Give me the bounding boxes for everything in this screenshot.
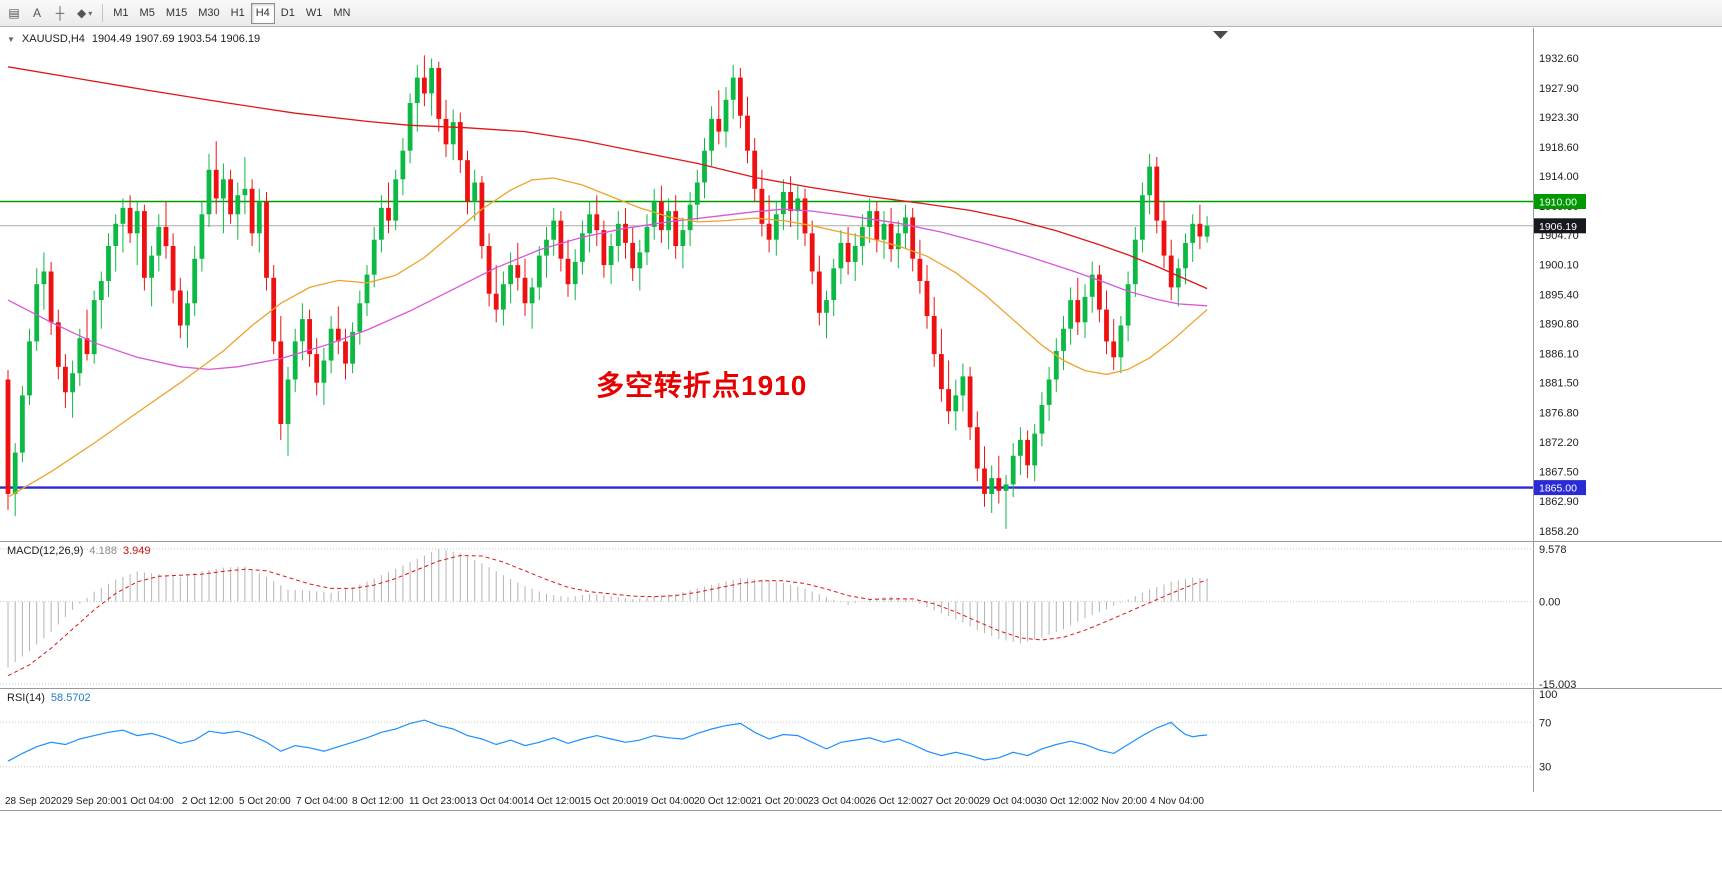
rsi-line <box>7 719 1208 762</box>
time-label: 30 Oct 12:00 <box>1036 796 1094 807</box>
svg-text:1927.90: 1927.90 <box>1539 83 1579 95</box>
crosshair-tool-icon[interactable]: ┼ <box>55 6 65 20</box>
rsi-value: 58.5702 <box>50 692 91 704</box>
ma-fast-orange <box>7 177 1208 498</box>
charts-bar-icon[interactable]: ▤ <box>8 6 20 20</box>
timeframe-m30-button[interactable]: M30 <box>198 7 220 19</box>
time-label: 2 Oct 12:00 <box>182 796 234 807</box>
price-badge-1865.00: 1865.00 <box>1534 480 1586 496</box>
chevron-down-icon: ▾ <box>88 8 93 18</box>
svg-text:1900.10: 1900.10 <box>1539 259 1579 271</box>
svg-text:1881.50: 1881.50 <box>1539 378 1579 390</box>
svg-text:1918.60: 1918.60 <box>1539 142 1579 154</box>
timeframe-d1-button[interactable]: D1 <box>280 7 295 19</box>
time-label: 15 Oct 20:00 <box>580 796 638 807</box>
svg-text:1876.80: 1876.80 <box>1539 408 1579 420</box>
chart-ohlc-values: 1904.49 1907.69 1903.54 1906.19 <box>91 33 261 45</box>
toolbar-icons: ▤ A ┼ ◆ ▾ <box>3 3 97 24</box>
macd-signal-value: 3.949 <box>122 545 151 557</box>
svg-text:1872.20: 1872.20 <box>1539 437 1579 449</box>
macd-pane[interactable]: 9.578 0.00 -15.003 <box>0 541 1722 688</box>
svg-text:1890.80: 1890.80 <box>1539 319 1579 331</box>
svg-text:1865.00: 1865.00 <box>1539 483 1577 495</box>
timeframe-buttons: M1 M5 M15 M30 H1 H4 D1 W1 MN <box>108 2 355 24</box>
timeframe-h4-button[interactable]: H4 <box>250 2 275 24</box>
time-label: 21 Oct 20:00 <box>751 796 809 807</box>
price-badge-1910.00: 1910.00 <box>1534 194 1586 209</box>
time-label: 29 Sep 20:00 <box>62 796 122 807</box>
rsi-indicator-name: RSI(14) <box>7 692 45 704</box>
time-label: 5 Oct 20:00 <box>239 796 291 807</box>
time-label: 11 Oct 23:00 <box>409 796 466 807</box>
line-studies-dropdown[interactable]: ◆ ▾ <box>77 6 93 20</box>
time-label: 7 Oct 04:00 <box>296 796 348 807</box>
svg-text:1914.00: 1914.00 <box>1539 171 1579 183</box>
svg-text:100: 100 <box>1539 689 1557 701</box>
price-chart[interactable]: 1932.601927.901923.301918.601914.001909.… <box>0 28 1722 541</box>
timeframe-m15-button[interactable]: M15 <box>165 7 188 19</box>
chart-symbol-label: XAUUSD,H4 <box>21 33 85 45</box>
toolbar-separator <box>102 4 104 22</box>
svg-text:70: 70 <box>1539 717 1551 729</box>
price-badge-current: 1906.19 <box>1534 218 1586 234</box>
timeframe-m5-button[interactable]: M5 <box>139 7 155 19</box>
time-label: 2 Nov 20:00 <box>1093 796 1147 807</box>
time-label: 29 Oct 04:00 <box>979 796 1037 807</box>
rsi-label: RSI(14) 58.5702 <box>7 692 91 704</box>
svg-text:1862.90: 1862.90 <box>1539 496 1579 508</box>
ma-slow-red <box>7 66 1208 290</box>
svg-text:9.578: 9.578 <box>1539 544 1567 556</box>
svg-text:-15.003: -15.003 <box>1539 679 1576 688</box>
ma-mid-magenta <box>7 208 1208 371</box>
time-label: 26 Oct 12:00 <box>865 796 923 807</box>
chart-collapse-icon[interactable]: ▼ <box>7 34 15 44</box>
toolbar: ▤ A ┼ ◆ ▾ M1 M5 M15 M30 H1 H4 D1 W1 MN <box>0 0 1722 27</box>
svg-text:0.00: 0.00 <box>1539 597 1560 609</box>
time-label: 8 Oct 12:00 <box>352 796 404 807</box>
timeframe-m1-button[interactable]: M1 <box>113 7 129 19</box>
annotation-text: 多空转折点1910 <box>596 370 808 401</box>
svg-text:1932.60: 1932.60 <box>1539 53 1579 65</box>
timeframe-h1-button[interactable]: H1 <box>230 7 245 19</box>
rsi-pane[interactable]: 100 70 30 <box>0 688 1722 792</box>
svg-text:1858.20: 1858.20 <box>1539 526 1579 538</box>
time-label: 4 Nov 04:00 <box>1150 796 1204 807</box>
macd-value: 4.188 <box>89 545 117 557</box>
time-label: 27 Oct 20:00 <box>922 796 980 807</box>
time-label: 14 Oct 12:00 <box>523 796 581 807</box>
time-label: 1 Oct 04:00 <box>122 796 174 807</box>
svg-text:1910.00: 1910.00 <box>1539 197 1577 209</box>
timeframe-mn-button[interactable]: MN <box>333 7 351 19</box>
svg-text:1906.19: 1906.19 <box>1539 221 1577 233</box>
macd-indicator-name: MACD(12,26,9) <box>7 545 84 557</box>
svg-text:1895.40: 1895.40 <box>1539 289 1579 301</box>
time-label: 13 Oct 04:00 <box>466 796 524 807</box>
chart-title: ▼ XAUUSD,H4 1904.49 1907.69 1903.54 1906… <box>7 33 260 45</box>
time-label: 19 Oct 04:00 <box>637 796 695 807</box>
chart-shift-marker-icon[interactable] <box>1213 31 1228 39</box>
svg-text:30: 30 <box>1539 762 1551 774</box>
svg-text:1923.30: 1923.30 <box>1539 112 1579 124</box>
svg-text:1886.10: 1886.10 <box>1539 348 1579 360</box>
svg-text:1867.50: 1867.50 <box>1539 467 1579 479</box>
time-axis[interactable]: 28 Sep 2020 29 Sep 20:00 1 Oct 04:00 2 Oct … <box>0 792 1722 811</box>
text-tool-icon[interactable]: A <box>32 6 41 20</box>
candles <box>5 55 1210 529</box>
timeframe-w1-button[interactable]: W1 <box>305 7 323 19</box>
macd-signal-line <box>7 554 1208 677</box>
macd-label: MACD(12,26,9) 4.188 3.949 <box>7 545 150 557</box>
macd-histogram <box>7 549 1208 668</box>
time-label: 28 Sep 2020 <box>5 796 62 807</box>
time-label: 23 Oct 04:00 <box>808 796 866 807</box>
time-label: 20 Oct 12:00 <box>694 796 752 807</box>
